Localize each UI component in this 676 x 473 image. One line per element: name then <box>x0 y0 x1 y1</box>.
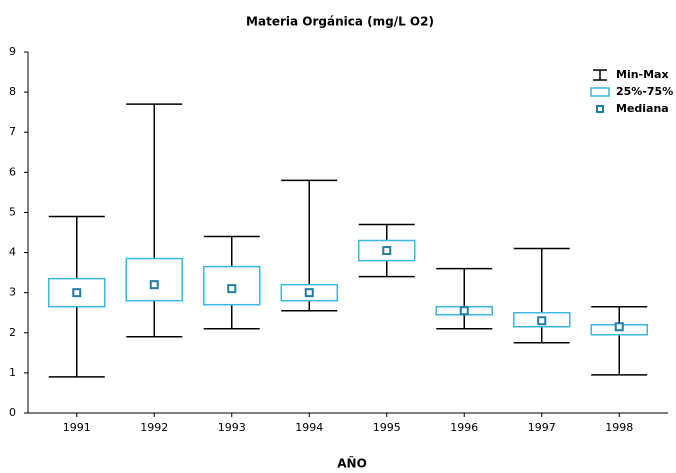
median <box>614 322 624 332</box>
legend-median <box>596 105 604 113</box>
x-tick-label: 1995 <box>373 421 401 434</box>
y-tick-label: 2 <box>9 326 16 339</box>
median <box>304 288 314 298</box>
legend-box <box>590 87 610 97</box>
x-tick-label: 1994 <box>295 421 323 434</box>
chart-title: Materia Orgánica (mg/L O2) <box>246 15 434 29</box>
y-tick-label: 3 <box>9 286 16 299</box>
median <box>227 284 237 294</box>
y-tick-label: 4 <box>9 246 16 259</box>
median <box>149 280 159 290</box>
x-tick-label: 1993 <box>218 421 246 434</box>
x-tick-label: 1992 <box>140 421 168 434</box>
median <box>72 288 82 298</box>
x-axis-label: AÑO <box>337 456 367 471</box>
box <box>125 257 183 302</box>
median <box>382 246 392 256</box>
x-tick-label: 1991 <box>63 421 91 434</box>
y-tick-label: 5 <box>9 205 16 218</box>
legend-label: 25%-75% <box>616 85 673 98</box>
legend-label: Mediana <box>616 102 669 115</box>
median <box>459 306 469 316</box>
x-tick-label: 1996 <box>450 421 478 434</box>
y-tick-label: 1 <box>9 366 16 379</box>
y-tick-label: 7 <box>9 125 16 138</box>
y-tick-label: 8 <box>9 85 16 98</box>
x-tick-label: 1998 <box>605 421 633 434</box>
y-tick-label: 9 <box>9 45 16 58</box>
legend-label: Min-Max <box>616 68 669 81</box>
x-tick-label: 1997 <box>528 421 556 434</box>
y-tick-label: 6 <box>9 165 16 178</box>
y-tick-label: 0 <box>9 406 16 419</box>
median <box>537 316 547 326</box>
